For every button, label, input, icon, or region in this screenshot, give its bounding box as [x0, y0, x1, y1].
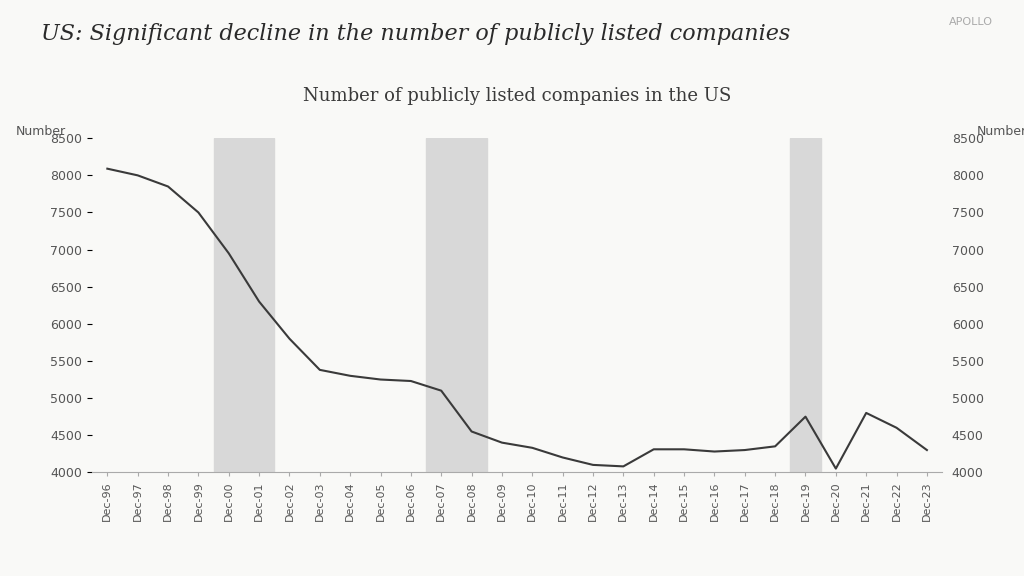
Text: Number of publicly listed companies in the US: Number of publicly listed companies in t…	[303, 87, 731, 105]
Text: US: Significant decline in the number of publicly listed companies: US: Significant decline in the number of…	[41, 23, 791, 45]
Bar	[791, 138, 820, 472]
Text: APOLLO: APOLLO	[949, 17, 993, 27]
Text: Number: Number	[977, 125, 1024, 138]
Bar	[426, 138, 486, 472]
Bar	[214, 138, 274, 472]
Text: Number: Number	[15, 125, 66, 138]
